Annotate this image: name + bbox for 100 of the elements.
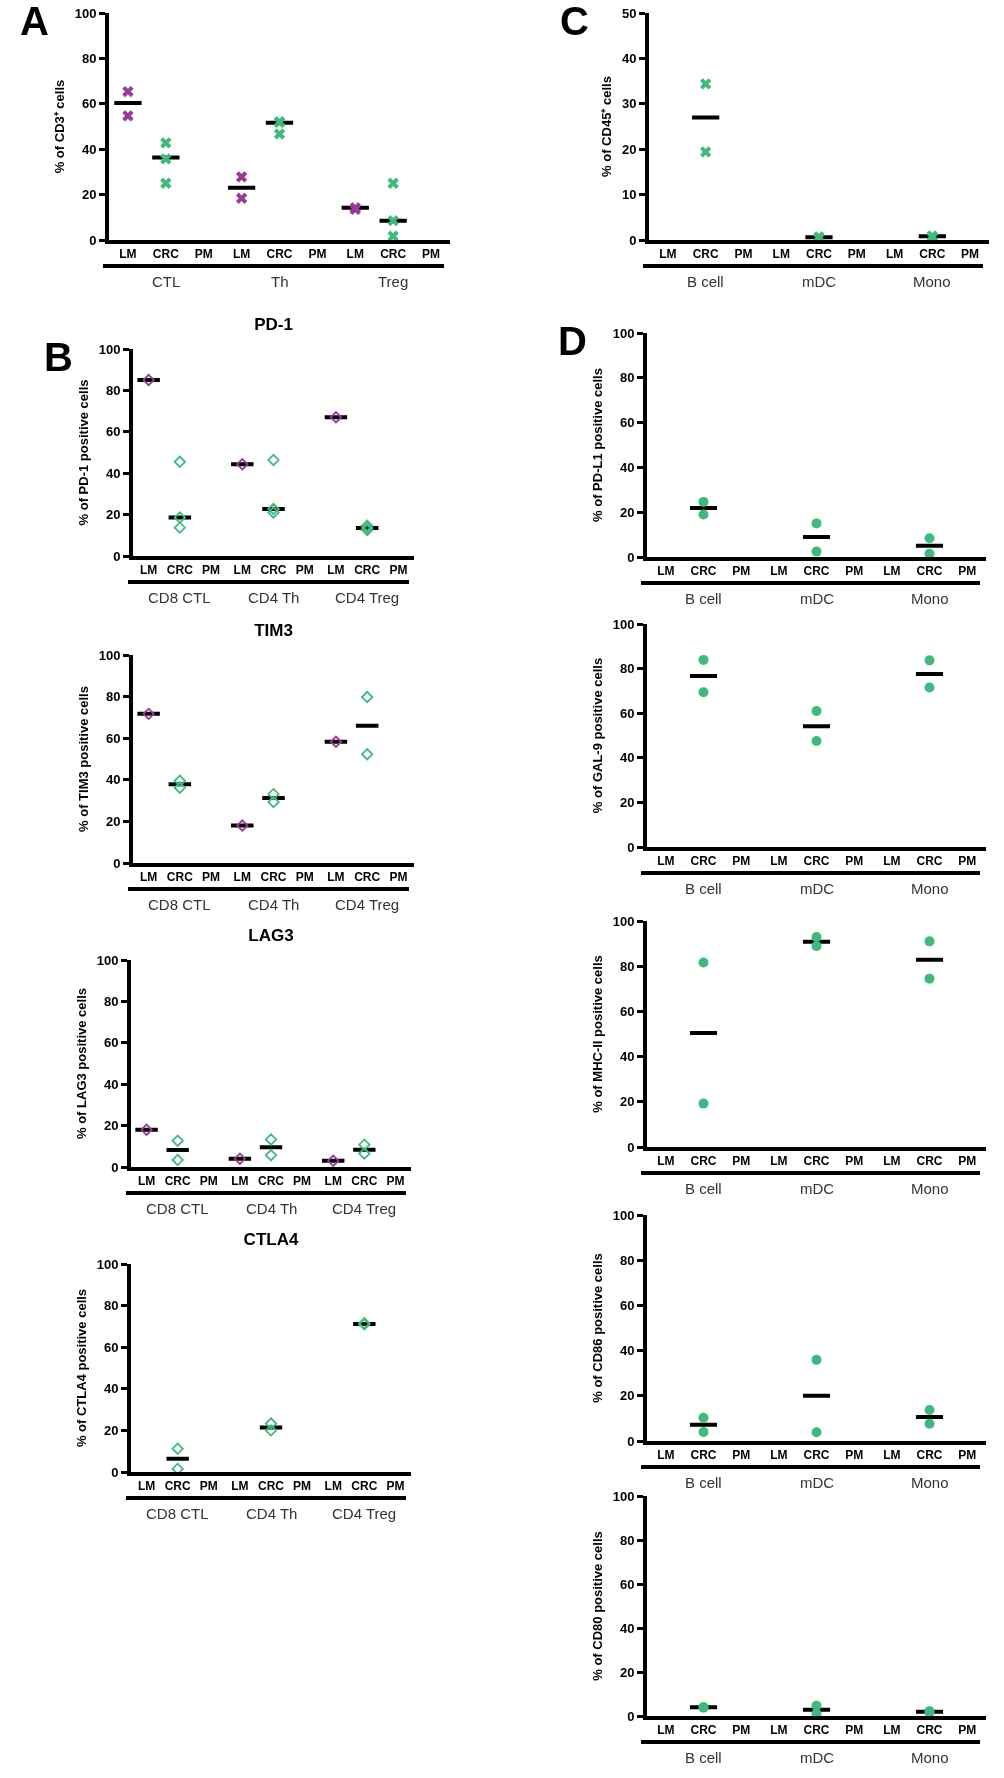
- y-tick-label: 60: [105, 424, 121, 440]
- x-tick-label: PM: [958, 1723, 977, 1738]
- x-tick-label: CRC: [692, 247, 719, 262]
- y-tick-label: 0: [627, 1708, 635, 1724]
- text: B cell: [685, 1749, 722, 1766]
- x-tick-label: PM: [202, 870, 221, 885]
- y-tick-label: 80: [619, 1252, 635, 1268]
- y-axis-title: % of CD86 positive cells: [590, 1253, 606, 1403]
- point: [924, 533, 935, 544]
- x-tick-label: LM: [885, 247, 904, 262]
- x-tick-label: CRC: [803, 1723, 830, 1738]
- text: mDC: [802, 273, 837, 290]
- point: [236, 458, 249, 471]
- x-tick-label: LM: [657, 564, 675, 579]
- y-tick-label: 20: [619, 504, 635, 520]
- point: [811, 941, 822, 952]
- y-tick-label: 0: [629, 232, 637, 248]
- x-tick-label: CRC: [166, 563, 194, 578]
- y-tick-label: 60: [619, 415, 635, 431]
- y-tick-label: 0: [111, 1464, 119, 1480]
- y-tick-label: 0: [89, 232, 97, 248]
- y-tick-label: 80: [619, 1532, 635, 1548]
- y-tick-label: 60: [619, 1576, 635, 1592]
- y-tick-label: 100: [96, 952, 119, 968]
- point: [267, 795, 280, 809]
- x-tick-label: LM: [659, 247, 677, 262]
- y-axis-title: % of MHC-II positive cells: [590, 955, 606, 1113]
- x-tick-label: PM: [845, 854, 864, 869]
- y-tick-label: 80: [103, 1298, 119, 1314]
- y-tick-label: 100: [74, 5, 97, 21]
- y-tick-label: 60: [103, 1035, 119, 1051]
- point: [924, 1405, 935, 1416]
- x-tick-label: LM: [324, 1479, 342, 1494]
- y-tick-label: 40: [103, 1076, 119, 1092]
- y-axis-title: % of CTLA4 positive cells: [74, 1288, 90, 1448]
- x-tick-label: PM: [386, 1479, 405, 1494]
- x-tick-label: CRC: [916, 854, 943, 869]
- x-tick-label: CRC: [806, 247, 833, 262]
- x-tick-label: LM: [883, 854, 901, 869]
- point: [142, 707, 155, 720]
- x-tick-label: CRC: [152, 247, 180, 262]
- text: C: [560, 0, 589, 43]
- x-tick-label: PM: [199, 1174, 218, 1189]
- x-tick-label: LM: [324, 1174, 342, 1189]
- x-tick-label: PM: [422, 247, 441, 262]
- x-tick-label: CRC: [803, 1154, 830, 1169]
- x-tick-label: PM: [845, 1448, 864, 1463]
- x-tick-label: LM: [119, 247, 137, 262]
- y-axis-title: % of CD80 positive cells: [590, 1531, 606, 1681]
- x-tick-label: PM: [389, 870, 408, 885]
- x-tick-label: LM: [232, 247, 251, 262]
- point: [811, 736, 822, 747]
- text: B cell: [685, 880, 722, 897]
- point: [264, 1417, 278, 1430]
- text: mDC: [800, 590, 835, 607]
- point: [698, 1426, 709, 1437]
- point: [811, 1354, 822, 1365]
- y-tick-label: 100: [612, 616, 635, 632]
- x-tick-label: PM: [202, 563, 221, 578]
- y-tick-label: 60: [619, 1297, 635, 1313]
- x-tick-label: LM: [770, 854, 788, 869]
- x-tick-label: CRC: [690, 564, 717, 579]
- x-tick-label: LM: [770, 1448, 788, 1463]
- x-tick-label: LM: [327, 563, 345, 578]
- y-tick-label: 40: [103, 1381, 119, 1397]
- text: CD8 CTL: [148, 896, 211, 913]
- point: [173, 521, 186, 534]
- y-tick-label: 30: [621, 96, 637, 112]
- x-tick-label: LM: [657, 1154, 675, 1169]
- y-tick-label: 20: [81, 187, 97, 203]
- y-tick-label: 40: [619, 1620, 635, 1636]
- text: Mono: [911, 590, 949, 607]
- y-axis-title: % of CD3⁺ cells: [52, 79, 68, 174]
- x-tick-label: LM: [883, 1723, 901, 1738]
- y-tick-label: 100: [98, 647, 121, 663]
- y-axis-title: % of CD45⁺ cells: [599, 76, 615, 177]
- x-tick-label: CRC: [916, 564, 943, 579]
- y-axis-title: % of LAG3 positive cells: [74, 988, 90, 1139]
- text: CTL: [152, 273, 181, 290]
- x-tick-label: PM: [732, 1723, 751, 1738]
- point: [273, 128, 286, 140]
- point: [267, 506, 280, 519]
- x-tick-label: CRC: [803, 1448, 830, 1463]
- x-tick-label: CRC: [258, 1479, 285, 1494]
- y-tick-label: 80: [103, 993, 119, 1009]
- point: [140, 1123, 153, 1136]
- text: CD4 Treg: [332, 1200, 397, 1217]
- y-tick-label: 80: [105, 382, 121, 398]
- point: [236, 819, 249, 832]
- x-tick-label: CRC: [803, 854, 830, 869]
- x-tick-label: LM: [137, 1479, 156, 1494]
- x-tick-label: CRC: [260, 563, 287, 578]
- point: [698, 509, 709, 520]
- x-tick-label: PM: [194, 247, 213, 262]
- x-tick-label: LM: [657, 1723, 675, 1738]
- text: Treg: [378, 273, 409, 290]
- y-tick-label: 0: [627, 549, 635, 565]
- x-tick-label: CRC: [354, 870, 381, 885]
- y-tick-label: 60: [619, 705, 635, 721]
- x-tick-label: PM: [845, 564, 864, 579]
